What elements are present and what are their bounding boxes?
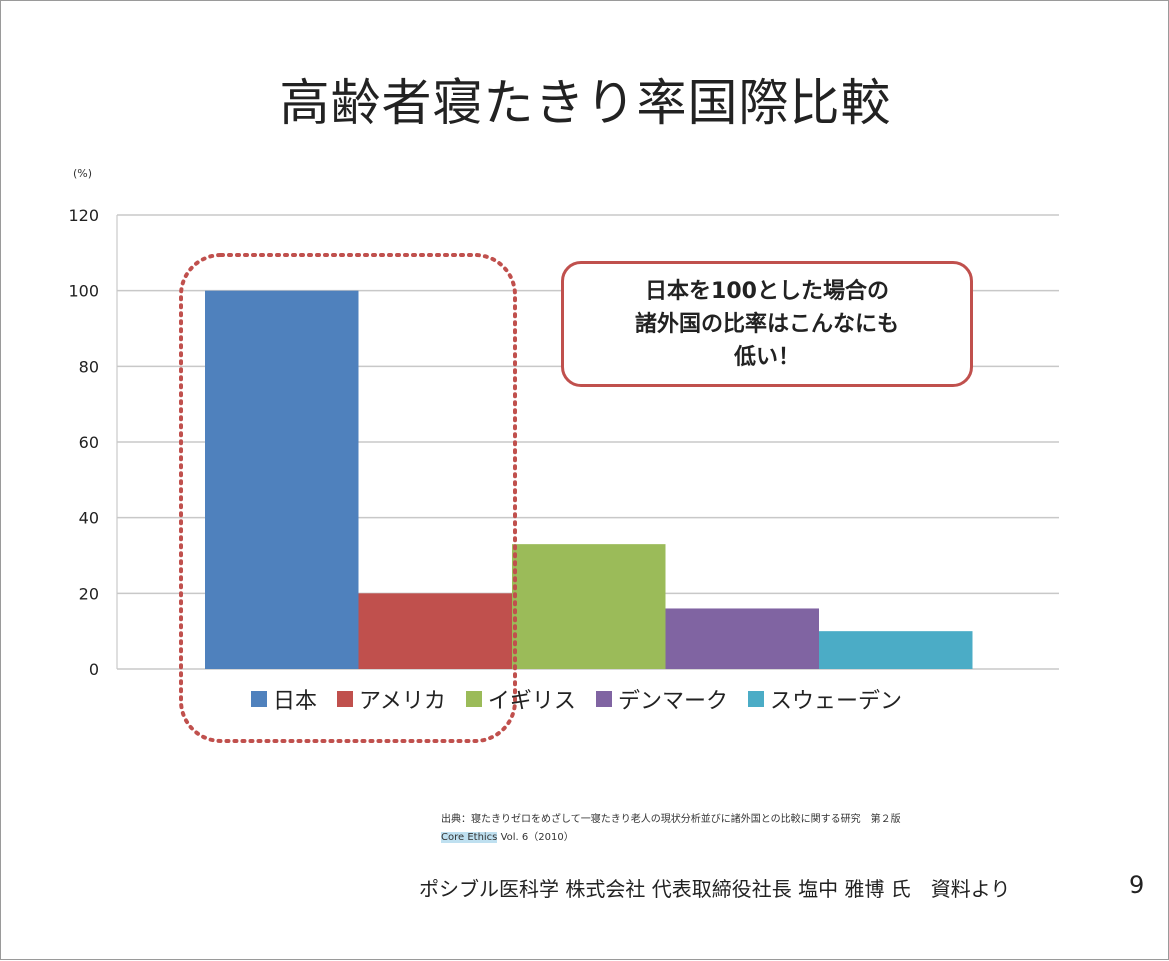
legend-swatch xyxy=(747,691,764,707)
source-line: 出典：寝たきりゼロをめざして一寝たきり老人の現状分析並びに諸外国との比較に関する… xyxy=(441,814,901,825)
y-tick-label: 60 xyxy=(79,433,99,452)
y-axis-unit-label: (%) xyxy=(73,167,92,180)
legend-swatch xyxy=(465,691,482,707)
japan-highlight-box xyxy=(179,253,517,743)
bar-3 xyxy=(665,608,819,669)
bar-0 xyxy=(205,290,359,669)
y-tick-label: 100 xyxy=(68,282,99,301)
callout-line: 日本を100とした場合の xyxy=(645,278,889,304)
source-citation: 出典：寝たきりゼロをめざして一寝たきり老人の現状分析並びに諸外国との比較に関する… xyxy=(441,811,901,847)
y-tick-label: 120 xyxy=(68,206,99,225)
y-tick-label: 80 xyxy=(79,357,99,376)
legend-item: スウェーデン xyxy=(747,683,902,715)
legend-label: スウェーデン xyxy=(769,689,902,714)
legend-item: イギリス xyxy=(465,683,576,715)
legend-item: 日本 xyxy=(251,683,317,715)
legend-swatch xyxy=(337,691,354,707)
bar-2 xyxy=(512,544,666,669)
y-tick-label: 20 xyxy=(79,584,99,603)
legend-item: アメリカ xyxy=(337,683,446,715)
chart-legend: 日本 アメリカ イギリス デンマーク スウェーデン xyxy=(251,683,922,715)
legend-item: デンマーク xyxy=(595,683,728,715)
bar-1 xyxy=(358,593,512,669)
bar-4 xyxy=(819,631,973,669)
source-line-2: Core Ethics Vol. 6（2010） xyxy=(441,829,901,847)
y-tick-label: 0 xyxy=(89,660,99,679)
legend-label: アメリカ xyxy=(359,689,446,714)
legend-swatch xyxy=(251,691,267,707)
source-volume: Vol. 6（2010） xyxy=(497,832,574,843)
slide-title: 高齢者寝たきり率国際比較 xyxy=(279,74,892,132)
callout-line: 低い！ xyxy=(733,344,800,370)
callout-line: 諸外国の比率はこんなにも xyxy=(634,311,899,337)
page-number: 9 xyxy=(1129,871,1145,899)
footer-credit: ポシブル医科学 株式会社 代表取締役社長 塩中 雅博 氏 資料より xyxy=(419,877,1011,901)
y-tick-label: 40 xyxy=(79,509,99,528)
legend-swatch xyxy=(595,691,612,707)
callout-box: 日本を100とした場合の 諸外国の比率はこんなにも 低い！ xyxy=(561,261,973,387)
legend-label: デンマーク xyxy=(617,689,728,714)
callout-text: 日本を100とした場合の 諸外国の比率はこんなにも 低い！ xyxy=(635,275,899,374)
legend-label: 日本 xyxy=(273,689,318,714)
legend-label: イギリス xyxy=(487,689,576,714)
source-highlight: Core Ethics xyxy=(441,832,498,843)
